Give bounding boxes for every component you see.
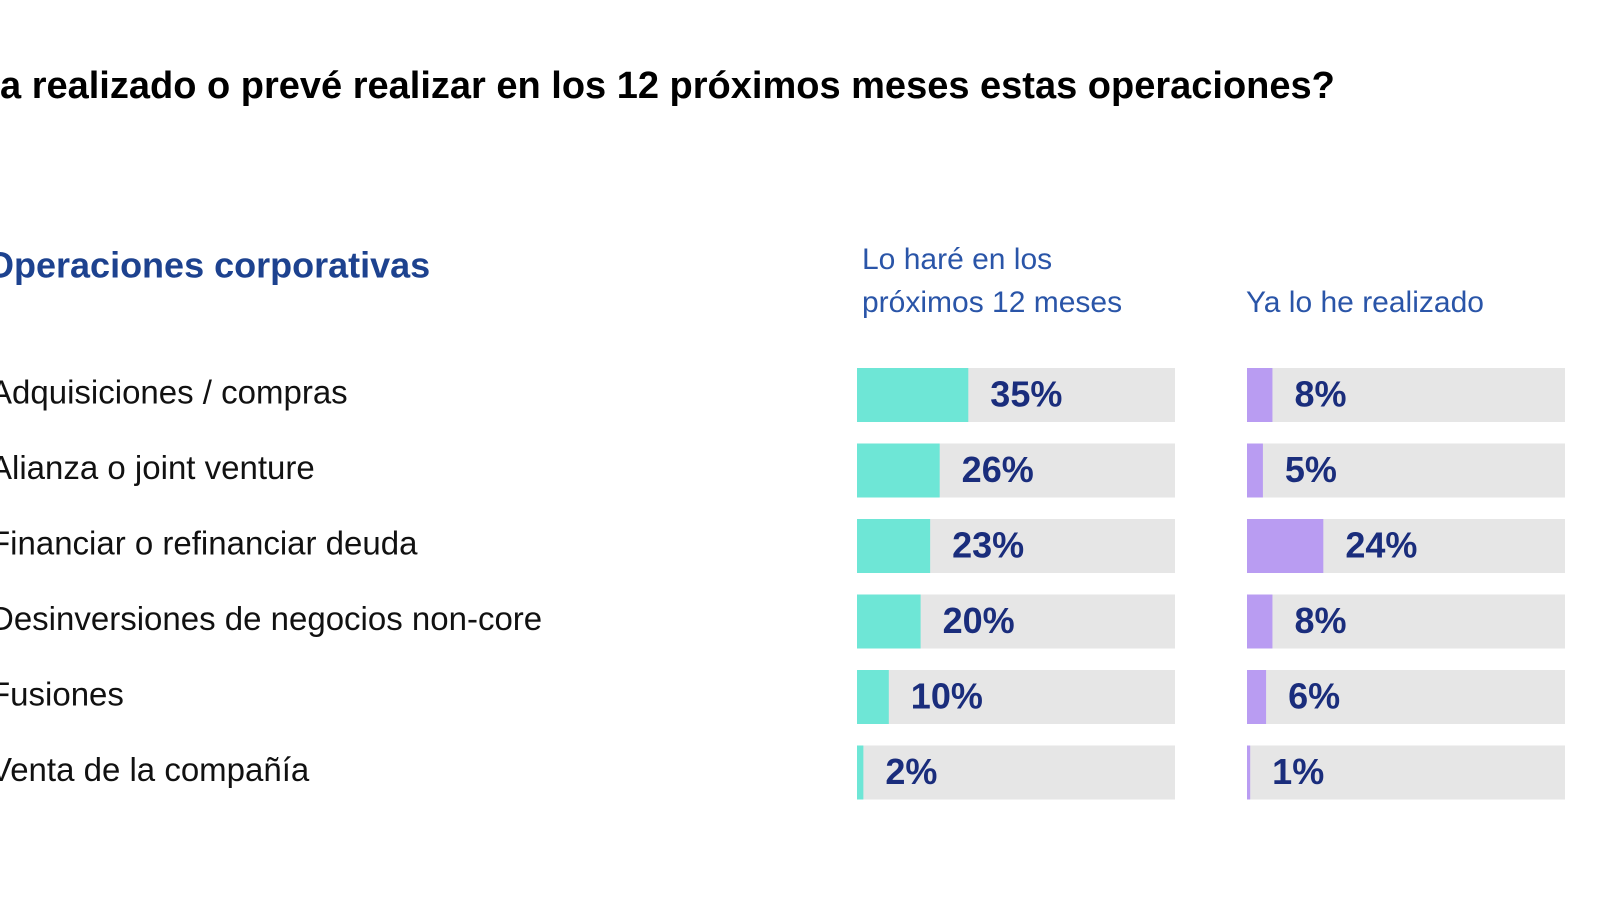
value-label: 8% (1294, 374, 1346, 415)
bar (857, 519, 931, 573)
chart-title: a realizado o prevé realizar en los 12 p… (0, 65, 1335, 107)
value-label: 2% (885, 751, 937, 792)
category-label: Fusiones (0, 676, 124, 713)
bar (1247, 745, 1251, 800)
bar (857, 443, 940, 498)
bar (857, 670, 889, 724)
bar (1247, 519, 1324, 573)
bar-track (1247, 745, 1565, 800)
bar-track (857, 745, 1175, 800)
value-label: 24% (1345, 525, 1417, 566)
value-label: 35% (990, 374, 1062, 415)
category-label: Venta de la compañía (0, 751, 310, 788)
bar-track (1247, 670, 1565, 724)
bar (1247, 443, 1263, 498)
bar-track (857, 670, 1175, 724)
category-label: Adquisiciones / compras (0, 374, 348, 411)
value-label: 23% (952, 525, 1024, 566)
value-label: 26% (962, 449, 1034, 490)
category-label: Financiar o refinanciar deuda (0, 525, 418, 562)
category-label: Desinversiones de negocios non-core (0, 600, 542, 637)
series-header: Ya lo he realizado (1246, 286, 1484, 319)
bar (857, 745, 864, 800)
value-label: 10% (911, 676, 983, 717)
value-label: 1% (1272, 751, 1324, 792)
bar (857, 368, 969, 422)
value-label: 8% (1294, 600, 1346, 641)
category-heading: Operaciones corporativas (0, 245, 430, 286)
bar-track (1247, 443, 1565, 498)
bar-track (1247, 368, 1565, 422)
bar (1247, 368, 1273, 422)
bar-track (1247, 594, 1565, 649)
bar (1247, 670, 1267, 724)
bar (857, 594, 921, 649)
value-label: 20% (943, 600, 1015, 641)
bar (1247, 594, 1273, 649)
series-header: Lo haré en los próximos 12 meses (862, 243, 1123, 319)
category-label: Alianza o joint venture (0, 449, 315, 486)
value-label: 6% (1288, 676, 1340, 717)
value-label: 5% (1285, 449, 1337, 490)
